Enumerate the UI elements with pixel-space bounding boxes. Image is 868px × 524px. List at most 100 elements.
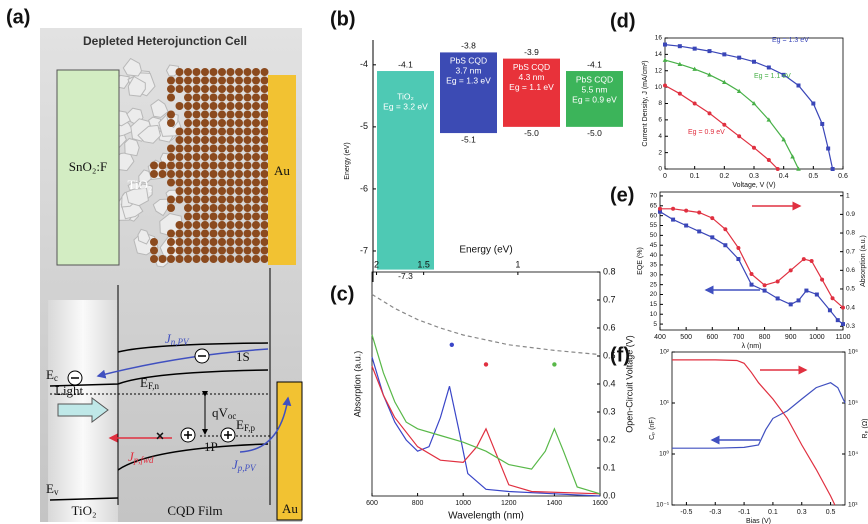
marker [707, 49, 712, 54]
y2-tick-label: 0.9 [846, 211, 855, 218]
cqd-dot [167, 204, 175, 212]
light-arrow [57, 397, 109, 423]
cqd-dot [243, 93, 252, 102]
cqd-dot [235, 195, 243, 204]
cqd-dot [243, 187, 252, 195]
cqd-dot [235, 221, 243, 229]
label-tio2: TiO₂ [71, 503, 96, 518]
cqd-dot [260, 68, 269, 76]
cqd-dot [209, 204, 218, 212]
cqd-dot [209, 212, 218, 221]
y-tick-label: -4 [360, 59, 368, 69]
cqd-dot [218, 204, 226, 212]
y-tick-label: 5 [653, 321, 657, 328]
cqd-dot [175, 221, 184, 229]
marker [737, 55, 742, 60]
x2-axis-title: Energy (eV) [459, 245, 512, 256]
cqd-dot [192, 195, 201, 204]
cqd-dot [167, 144, 175, 153]
cqd-dot [243, 153, 252, 161]
cqd-dot [252, 212, 260, 221]
cqd-dot [226, 212, 235, 221]
label-main: E [46, 367, 54, 382]
cqd-dot [184, 221, 192, 229]
cqd-dot [175, 246, 184, 255]
cqd-dot [192, 85, 201, 93]
cqd-dot [243, 195, 252, 204]
cqd-dot [235, 127, 243, 136]
marker [775, 279, 780, 284]
cqd-dot [243, 110, 252, 119]
cqd-dot [218, 178, 226, 187]
cqd-dot [218, 127, 226, 136]
label-jpv: Jp,PV [232, 457, 257, 473]
value-label: -5.0 [524, 128, 539, 138]
cqd-dot [226, 195, 235, 204]
marker [684, 223, 689, 228]
cqd-dot [226, 119, 235, 127]
cqd-dot [209, 68, 218, 76]
cqd-dot [167, 255, 175, 263]
cqd-dot [184, 119, 192, 127]
bar-label: TiO₂ [397, 91, 414, 101]
marker [790, 154, 795, 159]
cqd-dot [175, 187, 184, 195]
label-main: E [140, 375, 148, 390]
marker [722, 122, 727, 127]
y-tick-label: 20 [650, 291, 658, 298]
x-tick-label: 700 [733, 334, 745, 341]
marker [752, 145, 756, 150]
marker [841, 322, 845, 327]
cqd-dot [252, 102, 260, 110]
cqd-dot [260, 76, 269, 85]
level-1p [117, 443, 269, 471]
cqd-dot [260, 144, 269, 153]
cqd-dot [218, 85, 226, 93]
cqd-dot [226, 85, 235, 93]
cqd-dot [243, 144, 252, 153]
marker [820, 121, 825, 126]
cqd-dot [218, 238, 226, 246]
cqd-dot [184, 238, 192, 246]
cqd-dot [175, 127, 184, 136]
cqd-dot [218, 229, 226, 238]
cqd-dot [209, 178, 218, 187]
series-line [371, 334, 601, 495]
valence-band [49, 497, 119, 501]
marker [766, 65, 771, 70]
cqd-dot [226, 255, 235, 263]
cqd-dot [192, 246, 201, 255]
label-sub: F,p [244, 423, 256, 433]
cqd-dot [192, 204, 201, 212]
cqd-dot [218, 170, 226, 178]
cqd-dot [184, 204, 192, 212]
cqd-dot [226, 76, 235, 85]
y-tick-label: 30 [650, 272, 658, 279]
cqd-dot [192, 119, 201, 127]
marker [697, 210, 702, 215]
y2-tick-label: 0.7 [603, 294, 616, 304]
cqd-dot [260, 153, 269, 161]
cqd-dot [175, 102, 184, 110]
y-tick-label: 45 [650, 242, 658, 249]
cqd-dot [175, 170, 184, 178]
series-line [371, 356, 601, 497]
cqd-dot [218, 76, 226, 85]
marker [710, 216, 715, 221]
x-axis-title: Voltage, V (V) [732, 182, 775, 189]
cqd-dot [192, 127, 201, 136]
cqd-dot [243, 221, 252, 229]
cqd-dot [167, 119, 175, 127]
tio2-particle [124, 137, 140, 157]
marker [796, 83, 801, 88]
x-tick-label: -0.3 [709, 509, 721, 516]
panel-label: (d) [610, 10, 636, 32]
cqd-dot [260, 195, 269, 204]
cqd-dot [175, 161, 184, 170]
cqd-dot [201, 221, 209, 229]
marker [809, 259, 814, 263]
bar-label: Eg = 1.3 eV [446, 76, 491, 86]
cqd-dot [252, 110, 260, 119]
cqd-dot [226, 246, 235, 255]
cqd-dot [235, 246, 243, 255]
